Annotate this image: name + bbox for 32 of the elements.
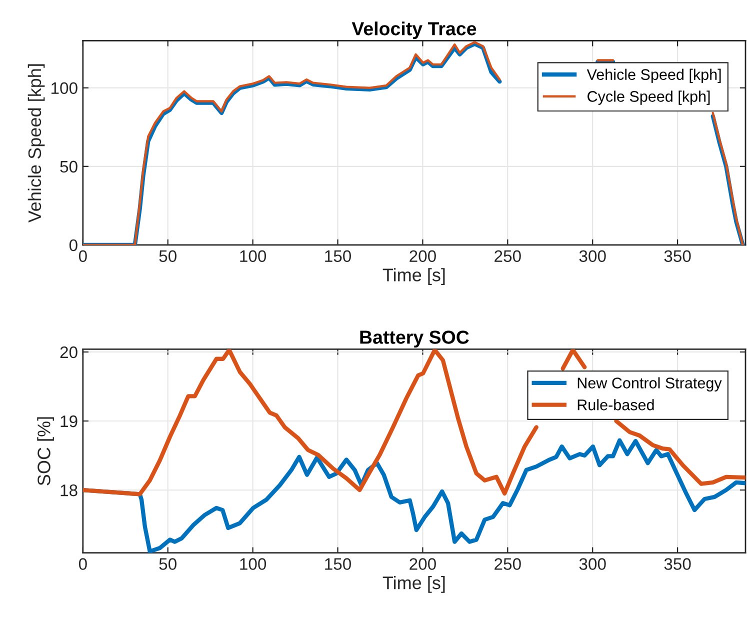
- x-tick-label: 200: [410, 558, 436, 570]
- legend-label: New Control Strategy: [578, 377, 722, 392]
- x-tick-label: 350: [664, 250, 691, 262]
- y-axis-title: Vehicle Speed [kph]: [28, 64, 45, 223]
- x-tick-label: 350: [664, 558, 691, 570]
- x-tick-label: 100: [240, 250, 266, 262]
- x-tick-label: 250: [494, 558, 521, 570]
- x-tick-label: 300: [579, 558, 606, 570]
- chart-title: Velocity Trace: [352, 22, 476, 40]
- x-axis-title: Time [s]: [382, 268, 445, 285]
- y-tick-label: 20: [60, 346, 78, 358]
- legend-label: Cycle Speed [kph]: [588, 90, 710, 105]
- chart-title: Battery SOC: [360, 330, 469, 348]
- legend-label: Vehicle Speed [kph]: [586, 68, 721, 84]
- x-tick-label: 250: [494, 250, 521, 262]
- y-tick-label: 50: [60, 160, 78, 173]
- legend-label: Rule-based: [578, 399, 654, 410]
- x-tick-label: 50: [159, 250, 176, 262]
- x-tick-label: 50: [159, 558, 176, 570]
- y-tick-label: 100: [52, 82, 78, 94]
- y-tick-label: 19: [60, 415, 78, 428]
- x-tick-label: 100: [240, 558, 266, 570]
- x-axis-title: Time [s]: [382, 576, 445, 593]
- x-tick-label: 150: [325, 250, 352, 262]
- y-tick-label: 0: [69, 239, 78, 252]
- x-tick-label: 150: [325, 558, 352, 570]
- x-tick-label: 300: [579, 250, 606, 262]
- x-tick-label: 0: [78, 558, 87, 570]
- x-tick-label: 200: [410, 250, 436, 262]
- y-axis-title: SOC [%]: [37, 417, 54, 486]
- y-tick-label: 18: [60, 484, 78, 496]
- x-tick-label: 0: [78, 250, 87, 262]
